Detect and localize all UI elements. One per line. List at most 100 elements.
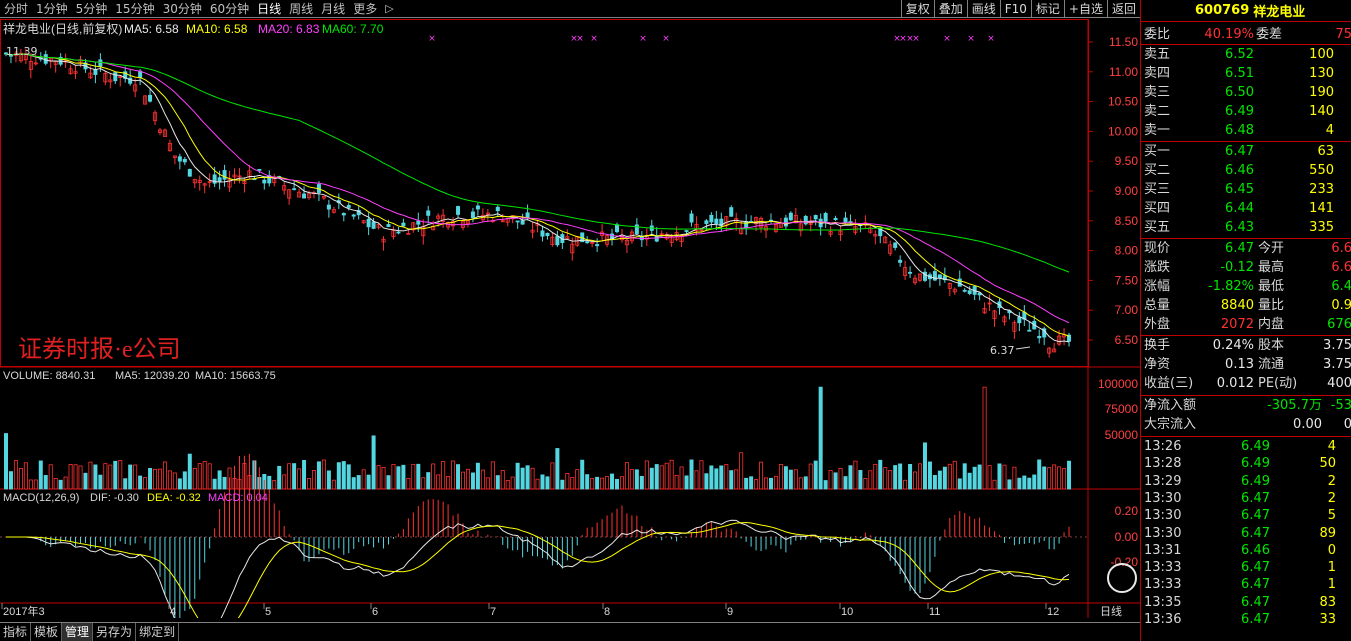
candle-body	[773, 224, 778, 232]
candle-body	[614, 224, 619, 233]
volume-bar	[167, 470, 172, 490]
candle-body	[451, 221, 456, 227]
indicator-tab-1[interactable]: 模板	[31, 623, 63, 641]
candle-body	[406, 232, 411, 235]
macd-dif: DIF: -0.30	[90, 492, 139, 504]
candle-body	[813, 215, 818, 220]
quote-label: 现价	[1144, 241, 1171, 256]
candle-body	[297, 191, 302, 198]
tick-vol: 2	[1327, 490, 1336, 506]
volume-bar	[610, 473, 615, 490]
candle-body	[515, 220, 520, 223]
volume-bar	[361, 469, 366, 490]
ask-vol: 140	[1309, 104, 1334, 119]
tool-button-0[interactable]: 复权	[900, 0, 934, 18]
candle-body	[212, 174, 217, 184]
candle-body	[242, 180, 247, 185]
ask-label: 卖一	[1144, 123, 1171, 138]
volume-bar	[843, 476, 848, 490]
volume-bar	[311, 470, 316, 490]
tool-button-3[interactable]: F10	[999, 0, 1031, 18]
period-tab-6[interactable]: 日线	[257, 1, 282, 16]
candle-body	[952, 288, 957, 293]
period-tab-3[interactable]: 15分钟	[115, 1, 155, 16]
volume-bar	[386, 475, 391, 490]
candle-body	[937, 274, 942, 279]
tool-button-2[interactable]: 画线	[966, 0, 1000, 18]
period-tab-2[interactable]: 5分钟	[75, 1, 108, 16]
ma10-line	[5, 53, 1070, 337]
x-label: 4	[170, 606, 176, 618]
tool-button-1[interactable]: 叠加	[933, 0, 967, 18]
more-arrow-icon[interactable]: ▷	[385, 2, 394, 15]
stock-code: 600769	[1195, 3, 1250, 18]
candle-body	[674, 232, 679, 241]
volume-bar	[451, 460, 456, 490]
period-tab-7[interactable]: 周线	[289, 1, 314, 16]
quote-value: 6.47	[1225, 241, 1254, 256]
volume-bar	[128, 464, 133, 490]
signal-marker: ×	[899, 34, 907, 44]
price-frame	[0, 19, 1089, 367]
bid-vol: 550	[1309, 163, 1334, 178]
volume-bar	[4, 433, 9, 490]
tick-vol: 0	[1327, 542, 1336, 558]
candle-body	[227, 179, 232, 188]
volume-bar	[520, 467, 525, 490]
volume-bar	[495, 475, 500, 490]
volume-bar	[1032, 474, 1037, 490]
price-tick-label: 9.00	[1115, 184, 1139, 198]
period-tab-9[interactable]: 更多	[353, 1, 378, 16]
volume-bar	[734, 469, 739, 490]
dif-line	[6, 519, 1070, 618]
period-tab-8[interactable]: 月线	[321, 1, 346, 16]
tick-vol: 4	[1327, 439, 1336, 454]
stat-value2: 3.75	[1323, 338, 1351, 353]
stat-value2: 400	[1327, 376, 1351, 391]
volume-bar	[316, 461, 321, 490]
tool-button-5[interactable]: +自选	[1063, 0, 1107, 18]
price-tick-label: 7.50	[1115, 273, 1139, 287]
tool-button-4[interactable]: 标记	[1030, 0, 1064, 18]
kline-chart[interactable]: 11.50 11.00 10.50 10.00 9.50 9.00 8.50 8.00 7.50…	[0, 19, 1140, 618]
indicator-tab-3[interactable]: 另存为	[93, 623, 137, 641]
price-tick-label: 11.50	[1109, 35, 1138, 49]
volume-bar	[575, 469, 580, 490]
quote-label2: 内盘	[1258, 317, 1285, 332]
candle-body	[202, 183, 207, 186]
period-tab-5[interactable]: 60分钟	[209, 1, 250, 16]
period-tab-4[interactable]: 30分钟	[162, 1, 202, 16]
high-label: 11.39	[6, 45, 38, 58]
volume-bar	[297, 468, 302, 490]
signal-marker: ×	[570, 34, 578, 44]
volume-bar	[1037, 459, 1042, 490]
volume-bar	[739, 452, 744, 490]
candle-body	[262, 179, 267, 184]
candle-body	[1027, 329, 1032, 332]
indicator-tab-4[interactable]: 绑定到	[136, 623, 180, 641]
x-label: 7	[490, 606, 496, 618]
quote-value: 8840	[1220, 298, 1254, 313]
tick-price: 6.49	[1241, 439, 1270, 454]
candle-body	[197, 179, 202, 183]
candle-body	[118, 76, 123, 78]
volume-bar	[863, 478, 868, 490]
period-tab-0[interactable]: 分时	[4, 1, 29, 16]
x-label: 6	[372, 606, 378, 618]
candle-body	[148, 94, 153, 102]
candle-body	[292, 188, 297, 191]
volume-bar	[669, 459, 674, 490]
divider	[1141, 238, 1351, 239]
volume-bar	[351, 477, 356, 490]
period-tab-1[interactable]: 1分钟	[36, 1, 68, 16]
volume-bar	[157, 468, 162, 490]
candle-body	[744, 221, 749, 229]
candle-body	[823, 213, 828, 222]
volume-bar	[391, 463, 396, 490]
indicator-tab-0[interactable]: 指标	[0, 623, 32, 641]
indicator-tab-2[interactable]: 管理	[62, 623, 94, 641]
tool-button-6[interactable]: 返回	[1106, 0, 1140, 18]
weica-label: 委差	[1256, 27, 1283, 42]
volume-bar	[123, 478, 128, 490]
candle-body	[828, 231, 833, 235]
